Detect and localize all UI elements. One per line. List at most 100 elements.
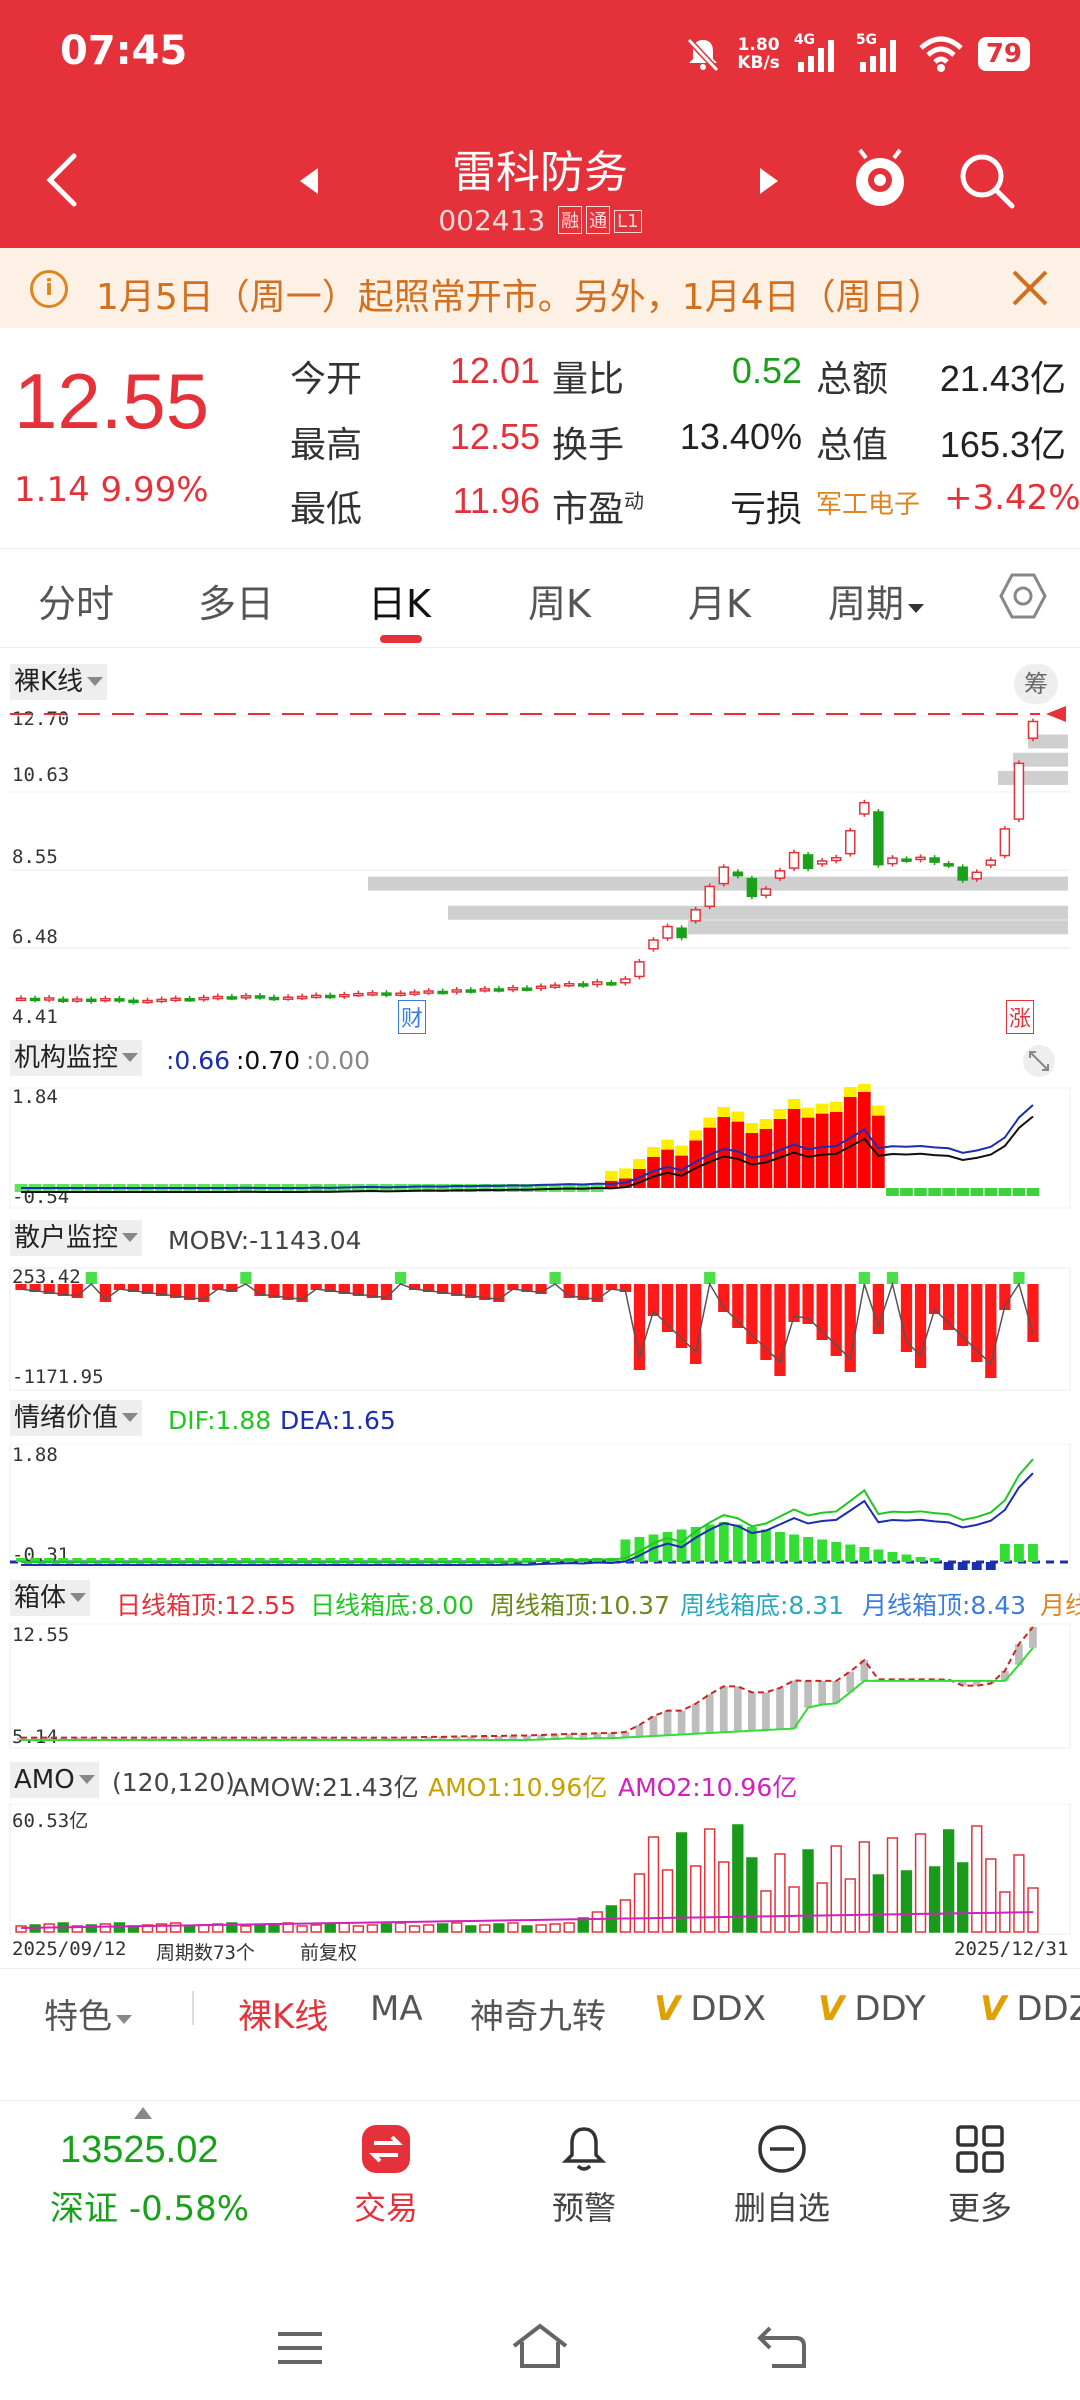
tab-weekly-k[interactable]: 周K [528,582,591,626]
limit-up-tag[interactable]: 涨 [1006,1000,1035,1034]
candle-body [493,988,505,992]
retail-bar [900,1284,913,1352]
chevron-up-icon[interactable] [134,2107,152,2119]
home-icon[interactable] [510,2322,570,2370]
chip-button[interactable]: 筹 [1014,664,1058,704]
expand-icon[interactable] [1022,1044,1056,1078]
sentiment-bar [676,1529,687,1562]
nav-more[interactable]: 更多 [920,2123,1040,2229]
indicator-ddz[interactable]: VDDZ [980,1989,1080,2029]
vip-icon: V [818,1989,845,2029]
tab-period[interactable]: 周期 [828,573,925,628]
tab-daily-k[interactable]: 日K [368,582,431,626]
inst-bar [829,1111,843,1188]
nav-remove-watchlist[interactable]: 删自选 [722,2123,842,2229]
feature-select[interactable]: 特色 [44,1989,132,2038]
tab-multiday[interactable]: 多日 [198,582,275,626]
inst-value-3: :0.00 [306,1046,371,1075]
status-time: 07:45 [60,28,188,74]
sentiment-bar [718,1522,729,1562]
return-icon[interactable] [756,2324,808,2370]
indicator-ddy[interactable]: V DDY [818,1989,926,2029]
retail-bar [661,1284,674,1332]
amo-bar [352,1925,365,1933]
kline-chart[interactable] [0,700,1080,1030]
box-select[interactable]: 箱体 [10,1580,91,1616]
inst-bar [506,1184,520,1192]
sentiment-select[interactable]: 情绪价值 [10,1400,143,1436]
stock-code-row: 002413 融通 L1 [0,204,1080,237]
nav-trade[interactable]: 交易 [326,2123,446,2229]
kline-type-select[interactable]: 裸K线 [10,664,108,700]
back-icon[interactable] [40,150,84,210]
prev-stock-icon[interactable] [298,166,320,196]
sentiment-bar [1013,1544,1024,1562]
amo-bar [971,1825,983,1933]
retail-bar [352,1284,364,1296]
next-stock-icon[interactable] [758,166,780,196]
amo-bar [957,1862,969,1933]
indicator-luok[interactable]: 裸K线 [238,1997,329,2037]
candle-body [859,801,870,815]
mascot-icon[interactable] [852,148,908,212]
industry-link[interactable]: 军工电子 [816,490,921,520]
candle-body [634,961,645,978]
sentiment-chart[interactable] [0,1444,1080,1572]
info-icon: i [30,270,68,308]
inst-bar-top [661,1139,674,1150]
period-tabs: 分时 多日 日K 周K 月K 周期 [0,548,1080,648]
sentiment-bar [381,1558,392,1562]
price-change: 1.14 9.99% [14,470,209,510]
search-icon[interactable] [956,150,1018,212]
retail-line [20,1281,1034,1366]
sentiment-bar [634,1537,645,1562]
candle-body [648,939,659,950]
active-tab-indicator [380,635,422,643]
inst-line-2 [21,1115,1034,1193]
monthly-box-top: 月线箱顶:8.43 [862,1591,1027,1620]
retail-bar [872,1284,884,1334]
retail-bar [338,1284,350,1294]
index-value[interactable]: 13525.02 [60,2129,219,2171]
menu-icon[interactable] [276,2328,324,2368]
retail-bar [141,1284,154,1294]
candle-body [620,978,631,984]
retail-bar [943,1284,955,1330]
candle-body [437,990,448,995]
sentiment-y-top: 1.88 [12,1444,58,1466]
amo-bar [507,1922,519,1933]
status-icons: 1.80 KB/s 4G 5G 79 [683,24,1030,84]
nav-alert[interactable]: 预警 [524,2123,644,2229]
candle-body [367,992,378,996]
tab-monthly-k[interactable]: 月K [688,582,751,626]
sentiment-bar [170,1558,181,1562]
close-icon[interactable] [1008,266,1052,310]
amo-chart[interactable] [0,1804,1080,1936]
signal-bars-icon [859,40,896,72]
chevron-down-icon [122,1053,139,1062]
earnings-tag[interactable]: 财 [398,1000,427,1034]
inst-bar [731,1121,745,1188]
inst-monitor-select[interactable]: 机构监控 [10,1040,143,1076]
indicator-ddx[interactable]: V DDX [654,1989,766,2029]
inst-monitor-chart[interactable] [0,1084,1080,1212]
box-chart[interactable] [0,1622,1080,1752]
holiday-notice[interactable]: i 1月5日（周一）起照常开市。另外，1月4日（周日） [0,248,1080,328]
bottom-nav: 13525.02 深证 -0.58% 交易 预警 删自选 更多 [0,2100,1080,2240]
inst-line-1 [21,1104,1034,1189]
amo-select[interactable]: AMO [10,1762,99,1798]
indicator-shenqi[interactable]: 神奇九转 [470,1997,606,2037]
sentiment-bar [943,1562,954,1570]
retail-monitor-select[interactable]: 散户监控 [10,1220,143,1256]
chevron-down-icon [122,1233,139,1242]
index-name[interactable]: 深证 -0.58% [50,2189,250,2229]
candle-body [774,870,786,879]
retail-bar [324,1284,336,1292]
amo-bar [71,1925,83,1933]
retail-monitor-chart[interactable] [0,1264,1080,1394]
inst-value-2: :0.70 [236,1046,301,1075]
amo-bar [563,1922,575,1933]
settings-icon[interactable] [998,571,1048,621]
indicator-ma[interactable]: MA [370,1989,423,2029]
tab-intraday[interactable]: 分时 [38,582,115,626]
